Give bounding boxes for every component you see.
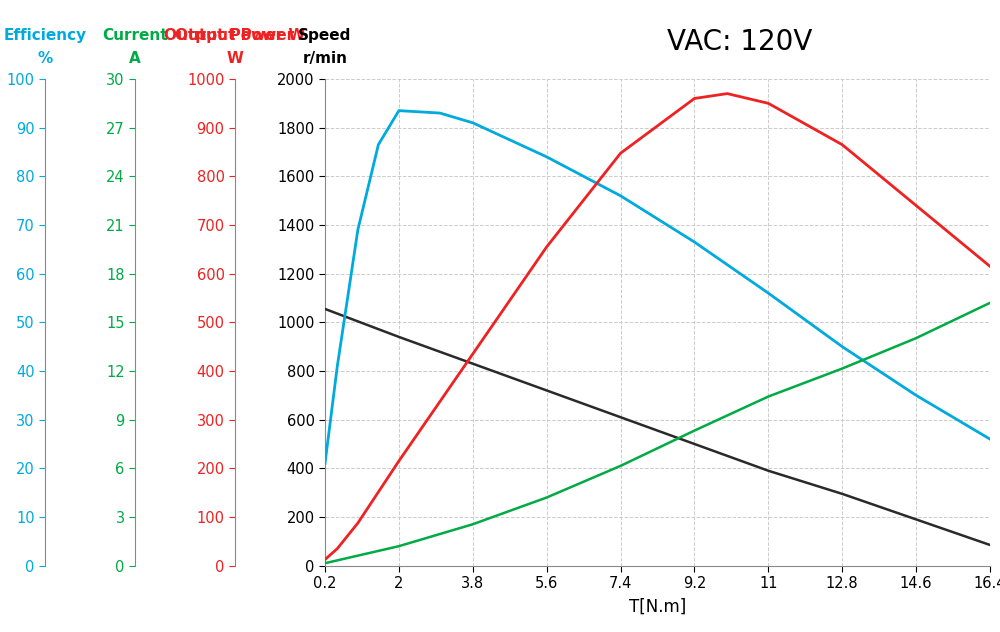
Text: Output Power: Output Power bbox=[175, 28, 295, 44]
Text: Efficiency: Efficiency bbox=[3, 28, 87, 44]
Text: W: W bbox=[227, 51, 243, 66]
Text: Current: Current bbox=[102, 28, 168, 44]
Text: %: % bbox=[37, 51, 53, 66]
Text: A: A bbox=[129, 51, 141, 66]
X-axis label: T[N.m]: T[N.m] bbox=[629, 598, 686, 616]
Text: Speed: Speed bbox=[298, 28, 352, 44]
Text: r/min: r/min bbox=[302, 51, 348, 66]
Text: VAC: 120V: VAC: 120V bbox=[667, 28, 813, 56]
Text: Output Power W: Output Power W bbox=[164, 28, 306, 44]
